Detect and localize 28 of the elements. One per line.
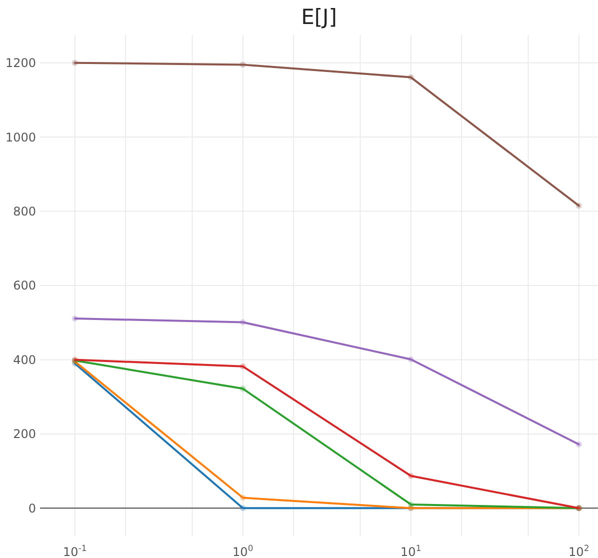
x-tick-label: 10$^{1}$ [400,543,422,558]
y-tick-label: 1000 [5,130,36,144]
y-tick-label: 0 [28,501,36,516]
point [240,62,246,68]
y-tick-label: 400 [13,352,36,367]
point [240,505,246,512]
point [72,60,78,66]
x-tick-label: 10$^{-1}$ [63,543,87,558]
y-tick-label: 1200 [5,56,36,70]
line-series [72,316,582,448]
point [576,202,582,209]
point [576,441,582,448]
point [72,316,78,322]
y-tick-label: 800 [13,204,36,218]
point [408,356,414,362]
point [408,501,414,508]
point [240,386,246,392]
line-series [72,60,582,209]
point [408,472,414,479]
point [240,319,246,326]
point [240,363,246,370]
x-tick-label: 10$^{0}$ [232,543,254,558]
point [408,74,414,80]
y-tick-label: 200 [13,427,36,442]
point [240,494,246,501]
chart-title: E[J] [301,5,337,29]
x-tick-label: 10$^{2}$ [568,543,590,558]
y-tick-label: 600 [13,278,36,293]
